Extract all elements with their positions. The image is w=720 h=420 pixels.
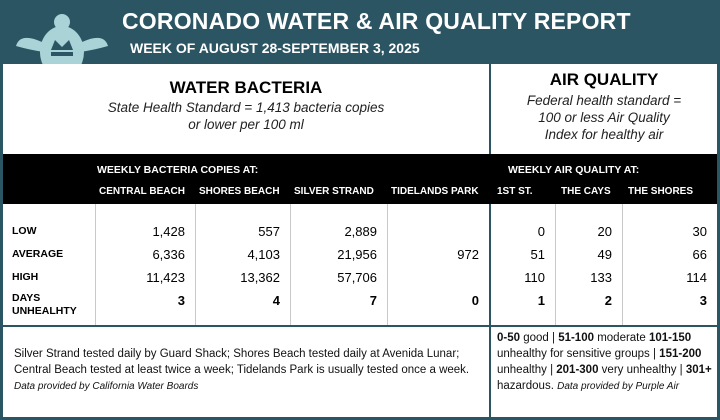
column-header: TIDELANDS PARK bbox=[391, 186, 479, 197]
table-cell: 1,428 bbox=[152, 224, 185, 239]
water-title: WATER BACTERIA bbox=[169, 78, 323, 97]
table-cell: 57,706 bbox=[337, 270, 377, 285]
note-text: unhealthy | bbox=[497, 348, 705, 376]
air-note: 0-50 good | 51-100 moderate 101-150 unhe… bbox=[497, 330, 712, 395]
column-line bbox=[290, 204, 291, 325]
standard-line: Federal health standard = bbox=[526, 93, 682, 108]
note-text: 201-300 bbox=[556, 364, 599, 376]
row-label: AVERAGE bbox=[12, 248, 64, 260]
column-header: SILVER STRAND bbox=[294, 186, 374, 197]
table-cell: 4,103 bbox=[247, 247, 280, 262]
table-cell: 2,889 bbox=[344, 224, 377, 239]
table-cell: 4 bbox=[272, 293, 280, 308]
table-cell: 114 bbox=[686, 270, 707, 285]
table-cell: 133 bbox=[590, 270, 612, 285]
standard-line: Index for healthy air bbox=[544, 127, 664, 142]
table-cell: 66 bbox=[692, 247, 707, 262]
note-text: good | bbox=[520, 332, 559, 344]
note-text: 51-100 bbox=[558, 332, 594, 344]
note-text: Data provided by California Water Boards bbox=[14, 381, 199, 392]
table-cell: 51 bbox=[530, 247, 545, 262]
table-cell: 0 bbox=[537, 224, 545, 239]
report-subtitle: WEEK OF AUGUST 28-SEPTEMBER 3, 2025 bbox=[130, 40, 420, 56]
note-text: 0-50 bbox=[497, 332, 521, 344]
air-standard: Federal health standard = 100 or less Ai… bbox=[491, 92, 717, 143]
table-cell: 1 bbox=[537, 293, 545, 308]
column-header: CENTRAL BEACH bbox=[99, 186, 185, 197]
table-cell: 30 bbox=[692, 224, 707, 239]
report-title: CORONADO WATER & AIR QUALITY REPORT bbox=[122, 8, 631, 34]
note-text: moderate bbox=[594, 332, 649, 344]
divider bbox=[3, 325, 717, 327]
water-standard: State Health Standard = 1,413 bacteria c… bbox=[3, 99, 489, 133]
panel bbox=[3, 64, 717, 417]
column-line bbox=[555, 204, 556, 325]
note-text: Silver Strand tested daily by Guard Shac… bbox=[14, 348, 473, 376]
note-text: Data provided by Purple Air bbox=[557, 381, 680, 392]
note-text: very unhealthy | bbox=[598, 364, 686, 376]
table-cell: 3 bbox=[699, 293, 707, 308]
note-text: 301+ bbox=[685, 364, 712, 376]
note-text: hazardous. bbox=[497, 364, 715, 392]
column-line bbox=[195, 204, 196, 325]
column-header: 1ST ST. bbox=[497, 186, 533, 197]
group-label: WEEKLY AIR QUALITY AT: bbox=[508, 164, 640, 176]
table-cell: 557 bbox=[258, 224, 280, 239]
table-cell: 972 bbox=[457, 247, 479, 262]
table-header bbox=[3, 154, 717, 204]
column-line bbox=[622, 204, 623, 325]
table-cell: 13,362 bbox=[240, 270, 280, 285]
table-cell: 49 bbox=[597, 247, 612, 262]
table-cell: 3 bbox=[177, 293, 185, 308]
group-label: WEEKLY BACTERIA COPIES AT: bbox=[97, 164, 259, 176]
column-header: THE SHORES bbox=[628, 186, 694, 197]
column-line bbox=[95, 204, 96, 325]
table-cell: 2 bbox=[604, 293, 612, 308]
table-cell: 0 bbox=[471, 293, 479, 308]
water-note: Silver Strand tested daily by Guard Shac… bbox=[14, 346, 480, 395]
standard-line: 100 or less Air Quality bbox=[538, 110, 670, 125]
note-text: 101-150 bbox=[648, 332, 692, 344]
table-cell: 21,956 bbox=[337, 247, 377, 262]
standard-line: State Health Standard = 1,413 bacteria c… bbox=[107, 100, 385, 115]
row-label: LOW bbox=[12, 225, 37, 237]
table-cell: 6,336 bbox=[152, 247, 185, 262]
column-line bbox=[387, 204, 388, 325]
note-text: unhealthy for sensitive groups | bbox=[497, 332, 695, 360]
table-cell: 7 bbox=[369, 293, 377, 308]
divider bbox=[489, 325, 491, 417]
air-title: AIR QUALITY bbox=[549, 70, 659, 89]
column-header: THE CAYS bbox=[561, 186, 611, 197]
column-header: SHORES BEACH bbox=[199, 186, 280, 197]
row-label: HIGH bbox=[12, 271, 39, 283]
table-cell: 11,423 bbox=[146, 270, 185, 285]
note-text: 151-200 bbox=[659, 348, 702, 360]
table-cell: 20 bbox=[597, 224, 612, 239]
standard-line: or lower per 100 ml bbox=[188, 117, 304, 132]
table-cell: 110 bbox=[524, 270, 545, 285]
row-label: DAYS UNHEALHTY bbox=[12, 292, 77, 317]
